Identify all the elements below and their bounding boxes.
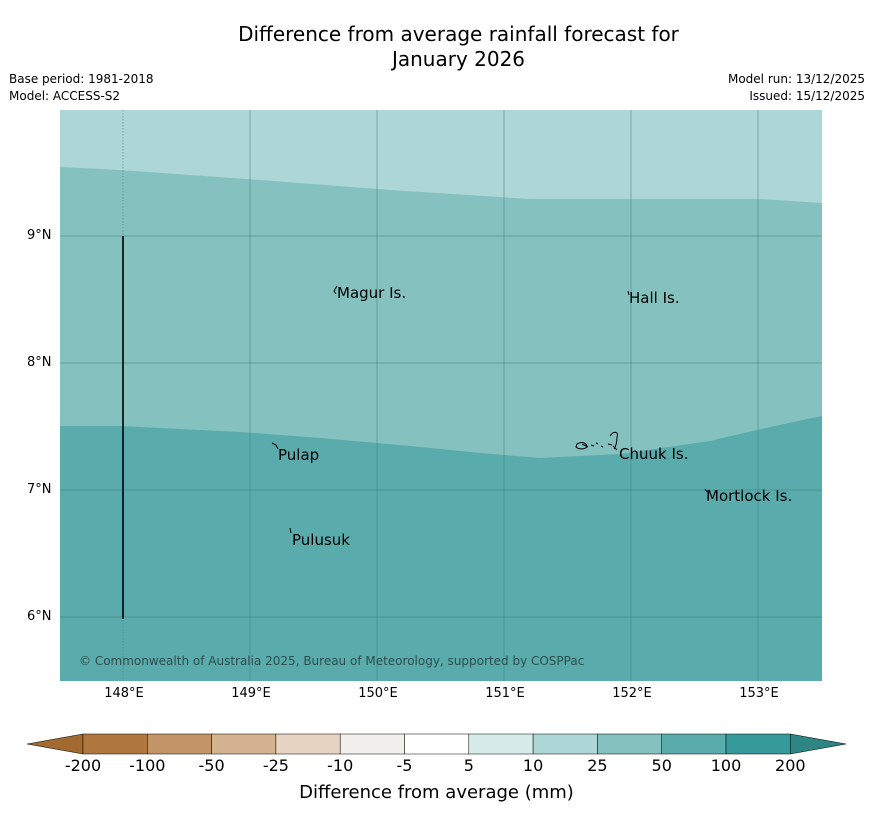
- cb-label-2: -100: [129, 756, 165, 775]
- cb-label-6: -5: [397, 756, 413, 775]
- cb-label-3: -50: [199, 756, 225, 775]
- xtick-153e: 153°E: [739, 686, 779, 701]
- swatch-10: [661, 733, 727, 755]
- model-run: Model run: 13/12/2025: [727, 72, 865, 86]
- colorbar-legend: -200 -100 -50 -25 -10 -5 5 10 25 50 100 …: [26, 733, 847, 803]
- cb-label-4: -25: [263, 756, 289, 775]
- ytick-6n: 6°N: [27, 609, 52, 624]
- colorbar-swatches: [82, 733, 791, 755]
- model-name: Model: ACCESS-S2: [9, 89, 121, 103]
- cb-label-9: 25: [587, 756, 607, 775]
- island-hall: [627, 290, 630, 296]
- swatch-6: [404, 733, 470, 755]
- swatch-9: [597, 733, 662, 755]
- xtick-151e: 151°E: [485, 686, 525, 701]
- base-period: Base period: 1981-2018: [9, 72, 154, 86]
- xtick-152e: 152°E: [612, 686, 652, 701]
- swatch-3: [211, 733, 277, 755]
- rainfall-map[interactable]: Magur Is. Hall Is. Pulap Chuuk Is. Mortl…: [60, 110, 822, 681]
- label-pulap: Pulap: [278, 446, 319, 464]
- label-magur: Magur Is.: [337, 284, 406, 302]
- copyright-text: © Commonwealth of Australia 2025, Bureau…: [79, 654, 584, 668]
- colorbar-over-arrow: [790, 733, 847, 755]
- ytick-9n: 9°N: [27, 228, 52, 243]
- swatch-8: [532, 733, 598, 755]
- island-outlines: [271, 285, 708, 534]
- title-line-2: January 2026: [391, 47, 526, 71]
- ytick-7n: 7°N: [27, 482, 52, 497]
- island-magur: [333, 285, 338, 295]
- swatch-11: [725, 733, 791, 755]
- swatch-5: [339, 733, 405, 755]
- map-title: Difference from average rainfall forecas…: [0, 22, 873, 72]
- band-50-100: [60, 416, 822, 681]
- cb-label-12: 200: [775, 756, 806, 775]
- title-line-1: Difference from average rainfall forecas…: [238, 22, 679, 46]
- cb-label-1: -200: [65, 756, 101, 775]
- xtick-148e: 148°E: [104, 686, 144, 701]
- cb-label-5: -10: [327, 756, 353, 775]
- label-chuuk: Chuuk Is.: [619, 445, 688, 463]
- colorbar-tick-labels: -200 -100 -50 -25 -10 -5 5 10 25 50 100 …: [65, 756, 806, 775]
- issued-date: Issued: 15/12/2025: [749, 89, 865, 103]
- swatch-1: [82, 733, 148, 755]
- island-pulusuk: [289, 527, 292, 534]
- island-pulap: [271, 442, 279, 450]
- island-mortlock: [704, 488, 708, 493]
- cb-label-8: 10: [523, 756, 543, 775]
- cb-label-11: 100: [711, 756, 742, 775]
- swatch-4: [275, 733, 341, 755]
- swatch-2: [147, 733, 212, 755]
- colorbar-under-arrow: [26, 733, 84, 755]
- ytick-8n: 8°N: [27, 355, 52, 370]
- swatch-7: [468, 733, 534, 755]
- xtick-150e: 150°E: [358, 686, 398, 701]
- island-chuuk-lagoon: [575, 431, 618, 451]
- label-hall: Hall Is.: [629, 289, 680, 307]
- label-mortlock: Mortlock Is.: [706, 487, 792, 505]
- xtick-149e: 149°E: [231, 686, 271, 701]
- label-pulusuk: Pulusuk: [292, 531, 350, 549]
- cb-label-10: 50: [652, 756, 672, 775]
- meta-left: Base period: 1981-2018 Model: ACCESS-S2: [9, 71, 154, 105]
- cb-label-7: 5: [464, 756, 474, 775]
- colorbar-title: Difference from average (mm): [299, 782, 574, 803]
- meta-right: Model run: 13/12/2025 Issued: 15/12/2025: [728, 71, 865, 105]
